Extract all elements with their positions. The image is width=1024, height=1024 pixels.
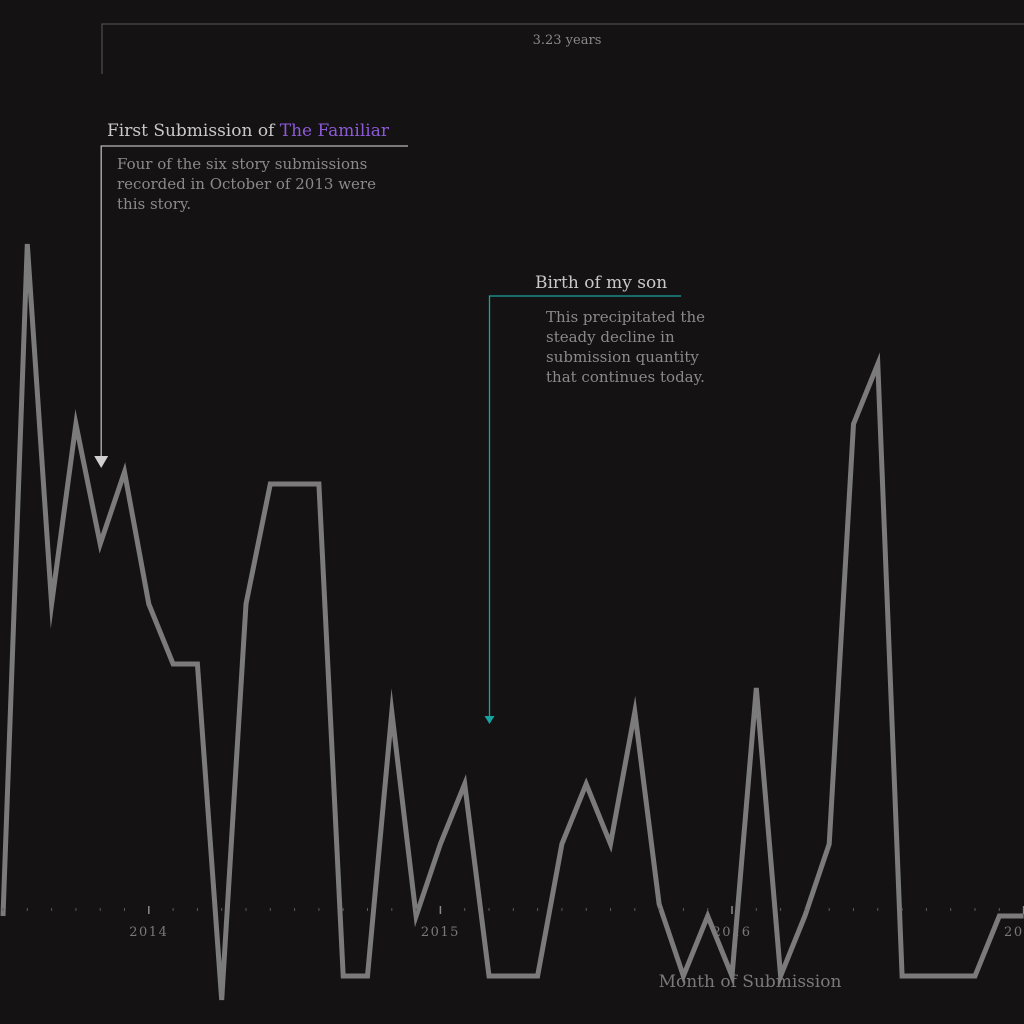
x-axis: 2014 2015 2016 2017 [2,906,1024,940]
son-annotation-body: This precipitated the steady decline in … [546,308,710,386]
span-bracket: 3.23 years [101,23,1024,74]
son-leader-line [488,295,681,716]
x-tick-label-2017: 2017 [1004,925,1024,940]
series-line [0,243,1024,1001]
familiar-body-line-1: Four of the six story submissions [117,155,367,173]
familiar-title-prefix: First Submission of [107,121,280,141]
son-body-line-1: This precipitated the [546,308,705,326]
familiar-annotation-body: Four of the six story submissions record… [117,155,381,213]
familiar-annotation: First Submission of The Familiar Four of… [94,121,408,468]
son-annotation-title: Birth of my son [535,273,667,293]
familiar-arrow-icon [94,456,109,468]
familiar-body-line-2: recorded in October of 2013 were [117,175,376,193]
familiar-leader-line [100,145,408,458]
son-arrow-icon [484,716,495,724]
son-body-line-4: that continues today. [546,368,705,386]
familiar-body-line-3: this story. [117,195,191,213]
son-body-line-2: steady decline in [546,328,675,346]
son-body-line-3: submission quantity [546,348,699,366]
span-bracket-line [101,23,1024,74]
familiar-annotation-title: First Submission of The Familiar [107,121,390,141]
x-tick-label-2015: 2015 [421,925,460,940]
x-tick-label-2014: 2014 [129,925,168,940]
son-annotation: Birth of my son This precipitated the st… [484,273,710,724]
familiar-title-highlight: The Familiar [280,121,390,141]
x-tick-label-2016: 2016 [712,925,751,940]
span-label: 3.23 years [533,33,602,48]
x-axis-title: Month of Submission [659,972,842,992]
